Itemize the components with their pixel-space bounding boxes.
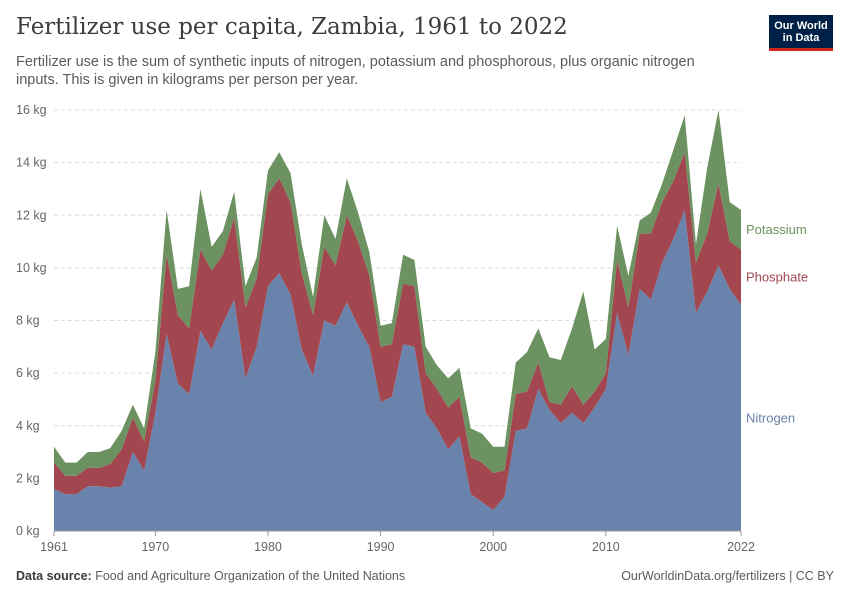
source-link[interactable]: OurWorldinData.org/fertilizers | CC BY	[621, 569, 834, 583]
series-label-nitrogen: Nitrogen	[746, 410, 795, 425]
owid-logo[interactable]: Our World in Data	[769, 15, 833, 51]
series-label-phosphate: Phosphate	[746, 270, 808, 285]
chart-subtitle: Fertilizer use is the sum of synthetic i…	[16, 54, 695, 88]
data-source-text: Food and Agriculture Organization of the…	[95, 569, 406, 583]
chart-title: Fertilizer use per capita, Zambia, 1961 …	[16, 14, 568, 40]
y-tick-label: 14 kg	[16, 156, 47, 170]
y-tick-label: 8 kg	[16, 314, 40, 328]
y-tick-label: 16 kg	[16, 103, 47, 117]
data-source-label: Data source:	[16, 569, 92, 583]
x-tick-label: 2000	[479, 540, 507, 554]
y-tick-label: 6 kg	[16, 366, 40, 380]
logo-line-2: in Data	[782, 32, 820, 44]
x-tick-label: 2022	[727, 540, 755, 554]
series-area-potassium	[54, 110, 741, 476]
y-tick-label: 4 kg	[16, 419, 40, 433]
y-tick-label: 0 kg	[16, 524, 40, 538]
x-tick-label: 1961	[40, 540, 68, 554]
y-tick-label: 2 kg	[16, 471, 40, 485]
series-area-phosphate	[54, 152, 741, 510]
y-tick-label: 10 kg	[16, 261, 47, 275]
x-tick-label: 2010	[592, 540, 620, 554]
x-tick-label: 1980	[254, 540, 282, 554]
series-label-potassium: Potassium	[746, 222, 807, 237]
data-source: Data source: Food and Agriculture Organi…	[16, 569, 405, 583]
x-tick-label: 1970	[141, 540, 169, 554]
y-tick-label: 12 kg	[16, 208, 47, 222]
x-tick-label: 1990	[367, 540, 395, 554]
logo-line-1: Our World	[774, 20, 828, 32]
